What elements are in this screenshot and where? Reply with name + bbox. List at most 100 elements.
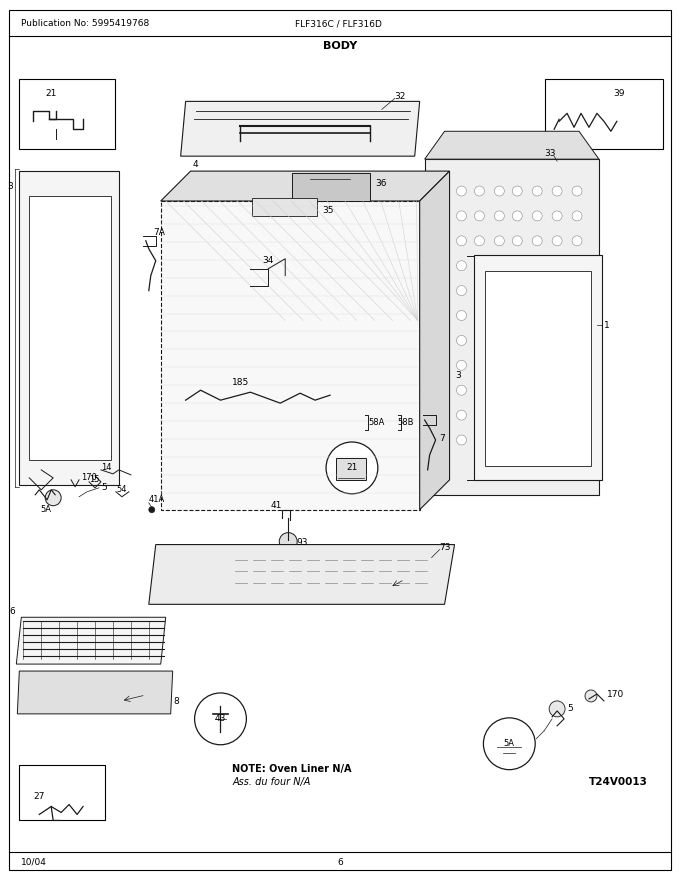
Polygon shape: [420, 171, 449, 510]
Circle shape: [512, 260, 522, 271]
Text: 7A: 7A: [153, 228, 165, 238]
Circle shape: [532, 335, 542, 345]
Circle shape: [456, 286, 466, 296]
Circle shape: [456, 360, 466, 370]
Circle shape: [512, 385, 522, 395]
Circle shape: [532, 260, 542, 271]
Text: 6: 6: [337, 858, 343, 867]
Circle shape: [494, 211, 505, 221]
Circle shape: [532, 211, 542, 221]
Circle shape: [532, 435, 542, 445]
Circle shape: [494, 360, 505, 370]
Circle shape: [512, 211, 522, 221]
Text: 93: 93: [296, 538, 307, 547]
Text: 41: 41: [270, 502, 282, 510]
Text: 15: 15: [89, 475, 99, 484]
Circle shape: [494, 385, 505, 395]
Circle shape: [552, 286, 562, 296]
Text: Ass. du four N/A: Ass. du four N/A: [233, 776, 311, 787]
Polygon shape: [424, 159, 599, 495]
Circle shape: [475, 286, 484, 296]
Bar: [19, 765, 105, 820]
Text: BODY: BODY: [323, 40, 357, 51]
Circle shape: [572, 385, 582, 395]
Circle shape: [437, 335, 447, 345]
Circle shape: [572, 311, 582, 320]
Text: 36: 36: [375, 179, 386, 187]
Text: 43: 43: [215, 715, 226, 723]
Text: 58A: 58A: [368, 418, 384, 427]
Text: 1: 1: [604, 321, 610, 330]
Bar: [336, 458, 366, 480]
Circle shape: [572, 286, 582, 296]
Text: 21: 21: [346, 464, 358, 473]
Circle shape: [437, 211, 447, 221]
Circle shape: [456, 335, 466, 345]
Circle shape: [456, 410, 466, 420]
Text: 185: 185: [233, 378, 250, 386]
Polygon shape: [160, 201, 420, 510]
Circle shape: [552, 211, 562, 221]
Circle shape: [45, 490, 61, 506]
Text: 39: 39: [613, 89, 625, 98]
Text: 35: 35: [322, 207, 334, 216]
Circle shape: [456, 236, 466, 246]
Polygon shape: [149, 545, 454, 605]
Bar: [475, 254, 602, 480]
Circle shape: [549, 701, 565, 717]
Circle shape: [456, 260, 466, 271]
Circle shape: [532, 385, 542, 395]
Circle shape: [572, 236, 582, 246]
Circle shape: [456, 211, 466, 221]
Text: 170: 170: [607, 691, 624, 700]
Circle shape: [437, 186, 447, 196]
Circle shape: [475, 360, 484, 370]
Bar: [252, 198, 317, 216]
Circle shape: [552, 236, 562, 246]
Text: 32: 32: [395, 92, 406, 101]
Text: 7: 7: [439, 434, 445, 443]
Circle shape: [532, 410, 542, 420]
Text: 73: 73: [439, 543, 451, 552]
Circle shape: [437, 385, 447, 395]
Circle shape: [483, 718, 535, 770]
Circle shape: [572, 186, 582, 196]
Text: 170: 170: [81, 473, 97, 482]
Polygon shape: [160, 171, 449, 201]
Circle shape: [475, 335, 484, 345]
Text: 6: 6: [10, 607, 16, 616]
Text: 21: 21: [46, 89, 57, 98]
Circle shape: [512, 335, 522, 345]
Circle shape: [494, 410, 505, 420]
Circle shape: [494, 311, 505, 320]
Text: 5A: 5A: [504, 739, 515, 748]
Circle shape: [475, 260, 484, 271]
Polygon shape: [292, 173, 370, 201]
Text: 4: 4: [192, 159, 199, 169]
Circle shape: [532, 360, 542, 370]
Circle shape: [552, 385, 562, 395]
Circle shape: [494, 186, 505, 196]
Circle shape: [532, 186, 542, 196]
Circle shape: [512, 236, 522, 246]
Text: 27: 27: [33, 792, 45, 801]
Circle shape: [585, 690, 597, 702]
Circle shape: [279, 532, 297, 551]
Polygon shape: [181, 101, 420, 156]
Text: FLF316C / FLF316D: FLF316C / FLF316D: [295, 19, 382, 28]
Text: 41A: 41A: [149, 495, 165, 504]
Circle shape: [437, 410, 447, 420]
Circle shape: [149, 507, 155, 513]
Circle shape: [552, 435, 562, 445]
Circle shape: [326, 442, 378, 494]
Circle shape: [437, 260, 447, 271]
Circle shape: [512, 186, 522, 196]
Circle shape: [572, 335, 582, 345]
Circle shape: [437, 311, 447, 320]
Circle shape: [494, 260, 505, 271]
Text: 5: 5: [101, 483, 107, 492]
Circle shape: [512, 311, 522, 320]
Circle shape: [552, 335, 562, 345]
Text: 54: 54: [116, 485, 126, 495]
Circle shape: [512, 410, 522, 420]
